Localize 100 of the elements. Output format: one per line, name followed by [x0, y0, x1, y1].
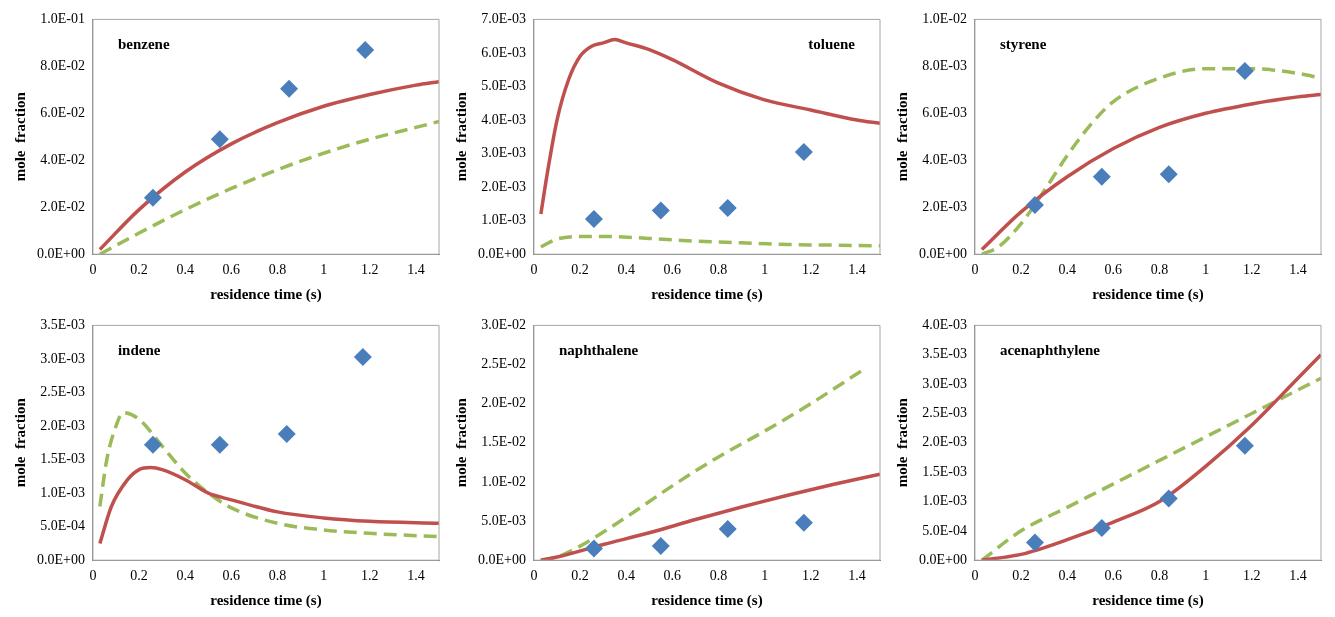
x-tick-label: 0.6 [1104, 262, 1123, 278]
x-tick-label: 0.6 [222, 568, 241, 584]
x-tick-label: 1 [1202, 568, 1210, 584]
point [210, 435, 229, 454]
x-tick-label: 1.2 [1243, 262, 1261, 278]
point [584, 539, 603, 558]
y-tick-label: 5.0E-03 [481, 512, 526, 528]
y-tick-label: 6.0E-03 [481, 44, 526, 60]
y-axis-title: mole fraction [452, 397, 469, 488]
x-tick-label: 0.8 [1150, 262, 1169, 278]
point [718, 519, 737, 538]
point [1025, 533, 1044, 552]
x-tick-label: 0 [971, 568, 979, 584]
point [356, 40, 375, 59]
x-tick-label: 0.2 [130, 568, 148, 584]
y-tick-label: 4.0E-03 [922, 317, 967, 333]
y-tick-label: 8.0E-03 [922, 58, 967, 74]
point [794, 513, 813, 532]
point [1025, 195, 1044, 214]
y-axis-title: mole fraction [893, 91, 910, 182]
x-tick-label: 0.4 [176, 262, 194, 278]
y-tick-label: 0.0E+00 [36, 245, 85, 261]
y-tick-label: 1.0E-02 [922, 11, 967, 27]
x-tick-label: 0.4 [617, 262, 635, 278]
point [1235, 62, 1254, 81]
y-tick-label: 0.0E+00 [477, 245, 526, 261]
x-axis-title: residence time (s) [1092, 285, 1204, 303]
y-tick-label: 4.0E-03 [922, 151, 967, 167]
x-tick-label: 1.2 [1243, 568, 1261, 584]
y-tick-label: 2.5E-02 [481, 356, 526, 372]
x-tick-label: 0.4 [617, 568, 635, 584]
y-tick-label: 2.5E-03 [40, 384, 85, 400]
point [210, 130, 229, 149]
x-tick-label: 0.2 [571, 262, 589, 278]
annotation: benzene [117, 35, 170, 52]
x-tick-label: 0.4 [1058, 568, 1076, 584]
point [143, 435, 162, 454]
point [353, 347, 372, 366]
y-tick-label: 5.0E-04 [922, 522, 967, 538]
line-series [539, 472, 880, 561]
x-tick-label: 1 [761, 262, 769, 278]
x-tick-label: 0.2 [1012, 568, 1030, 584]
y-tick-label: 0.0E+00 [36, 551, 85, 567]
y-axis-title: mole fraction [452, 91, 469, 182]
point [651, 201, 670, 220]
line-series [98, 410, 439, 539]
x-axis-title: residence time (s) [210, 285, 322, 303]
y-tick-label: 0.0E+00 [918, 245, 967, 261]
x-tick-label: 0 [971, 262, 979, 278]
x-tick-label: 0 [530, 568, 538, 584]
x-tick-label: 1.4 [848, 568, 866, 584]
x-tick-label: 0 [530, 262, 538, 278]
x-tick-label: 0.2 [571, 568, 589, 584]
x-tick-label: 0.6 [663, 568, 682, 584]
x-tick-label: 1.4 [848, 262, 866, 278]
y-tick-label: 4.0E-02 [40, 151, 85, 167]
y-tick-label: 8.0E-02 [40, 58, 85, 74]
y-tick-label: 0.0E+00 [918, 551, 967, 567]
x-tick-label: 0 [89, 568, 97, 584]
annotation: indene [117, 341, 161, 358]
y-tick-label: 5.0E-04 [40, 518, 85, 534]
x-tick-label: 0.6 [222, 262, 241, 278]
x-tick-label: 0.8 [709, 568, 728, 584]
y-tick-label: 6.0E-03 [922, 104, 967, 120]
point [651, 537, 670, 556]
y-tick-label: 2.5E-03 [922, 405, 967, 421]
point [280, 79, 299, 98]
y-tick-label: 1.0E-03 [40, 484, 85, 500]
y-tick-label: 1.0E-03 [922, 493, 967, 509]
y-tick-label: 2.0E-03 [922, 198, 967, 214]
x-tick-label: 0.2 [1012, 262, 1030, 278]
x-tick-label: 1.4 [407, 262, 425, 278]
y-axis-title: mole fraction [11, 397, 28, 488]
x-axis-title: residence time (s) [1092, 591, 1204, 609]
y-tick-label: 1.5E-03 [922, 463, 967, 479]
y-axis-title: mole fraction [11, 91, 28, 182]
x-axis-title: residence time (s) [651, 591, 763, 609]
y-tick-label: 1.0E-02 [481, 473, 526, 489]
x-tick-label: 1 [320, 568, 328, 584]
y-tick-label: 7.0E-03 [481, 11, 526, 27]
point [794, 142, 813, 161]
point [1235, 436, 1254, 455]
x-tick-label: 1 [761, 568, 769, 584]
point [1159, 165, 1178, 184]
line-series [98, 79, 439, 252]
y-tick-label: 2.0E-02 [481, 395, 526, 411]
point [584, 209, 603, 228]
y-tick-label: 3.5E-03 [40, 317, 85, 333]
x-axis-title: residence time (s) [210, 591, 322, 609]
point [277, 425, 296, 444]
line-series [980, 92, 1321, 252]
y-tick-label: 2.0E-03 [481, 178, 526, 194]
point [1092, 518, 1111, 537]
point [1159, 489, 1178, 508]
y-tick-label: 1.5E-02 [481, 434, 526, 450]
x-tick-label: 0.4 [176, 568, 194, 584]
x-tick-label: 1.2 [802, 262, 820, 278]
y-tick-label: 3.0E-03 [481, 145, 526, 161]
annotation: styrene [999, 35, 1047, 52]
x-tick-label: 0.8 [268, 262, 287, 278]
